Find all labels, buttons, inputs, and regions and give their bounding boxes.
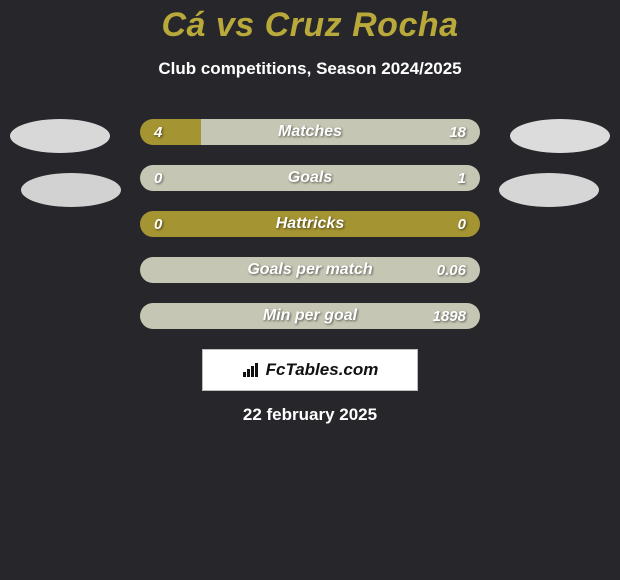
bar-right xyxy=(140,257,480,283)
stat-row: Min per goal 1898 xyxy=(140,303,480,329)
page-title: Cá vs Cruz Rocha xyxy=(0,0,620,45)
bar-track xyxy=(140,119,480,145)
stat-row: 0 Goals 1 xyxy=(140,165,480,191)
bar-track xyxy=(140,211,480,237)
source-badge-text: FcTables.com xyxy=(266,360,379,380)
bar-right xyxy=(201,119,480,145)
bar-left xyxy=(140,119,201,145)
page-subtitle: Club competitions, Season 2024/2025 xyxy=(0,59,620,79)
stat-row: 0 Hattricks 0 xyxy=(140,211,480,237)
bar-track xyxy=(140,165,480,191)
source-badge: FcTables.com xyxy=(202,349,418,391)
bar-left xyxy=(140,211,480,237)
page-date: 22 february 2025 xyxy=(0,405,620,425)
player-right-avatar-1 xyxy=(510,119,610,153)
player-right-avatar-2 xyxy=(499,173,599,207)
bar-right xyxy=(140,165,480,191)
stats-container: 4 Matches 18 0 Goals 1 0 Hattricks 0 Goa… xyxy=(0,119,620,329)
bar-track xyxy=(140,303,480,329)
stat-row: Goals per match 0.06 xyxy=(140,257,480,283)
bars-icon xyxy=(242,362,262,378)
bar-track xyxy=(140,257,480,283)
player-left-avatar-2 xyxy=(21,173,121,207)
player-left-avatar-1 xyxy=(10,119,110,153)
bar-right xyxy=(140,303,480,329)
stat-row: 4 Matches 18 xyxy=(140,119,480,145)
